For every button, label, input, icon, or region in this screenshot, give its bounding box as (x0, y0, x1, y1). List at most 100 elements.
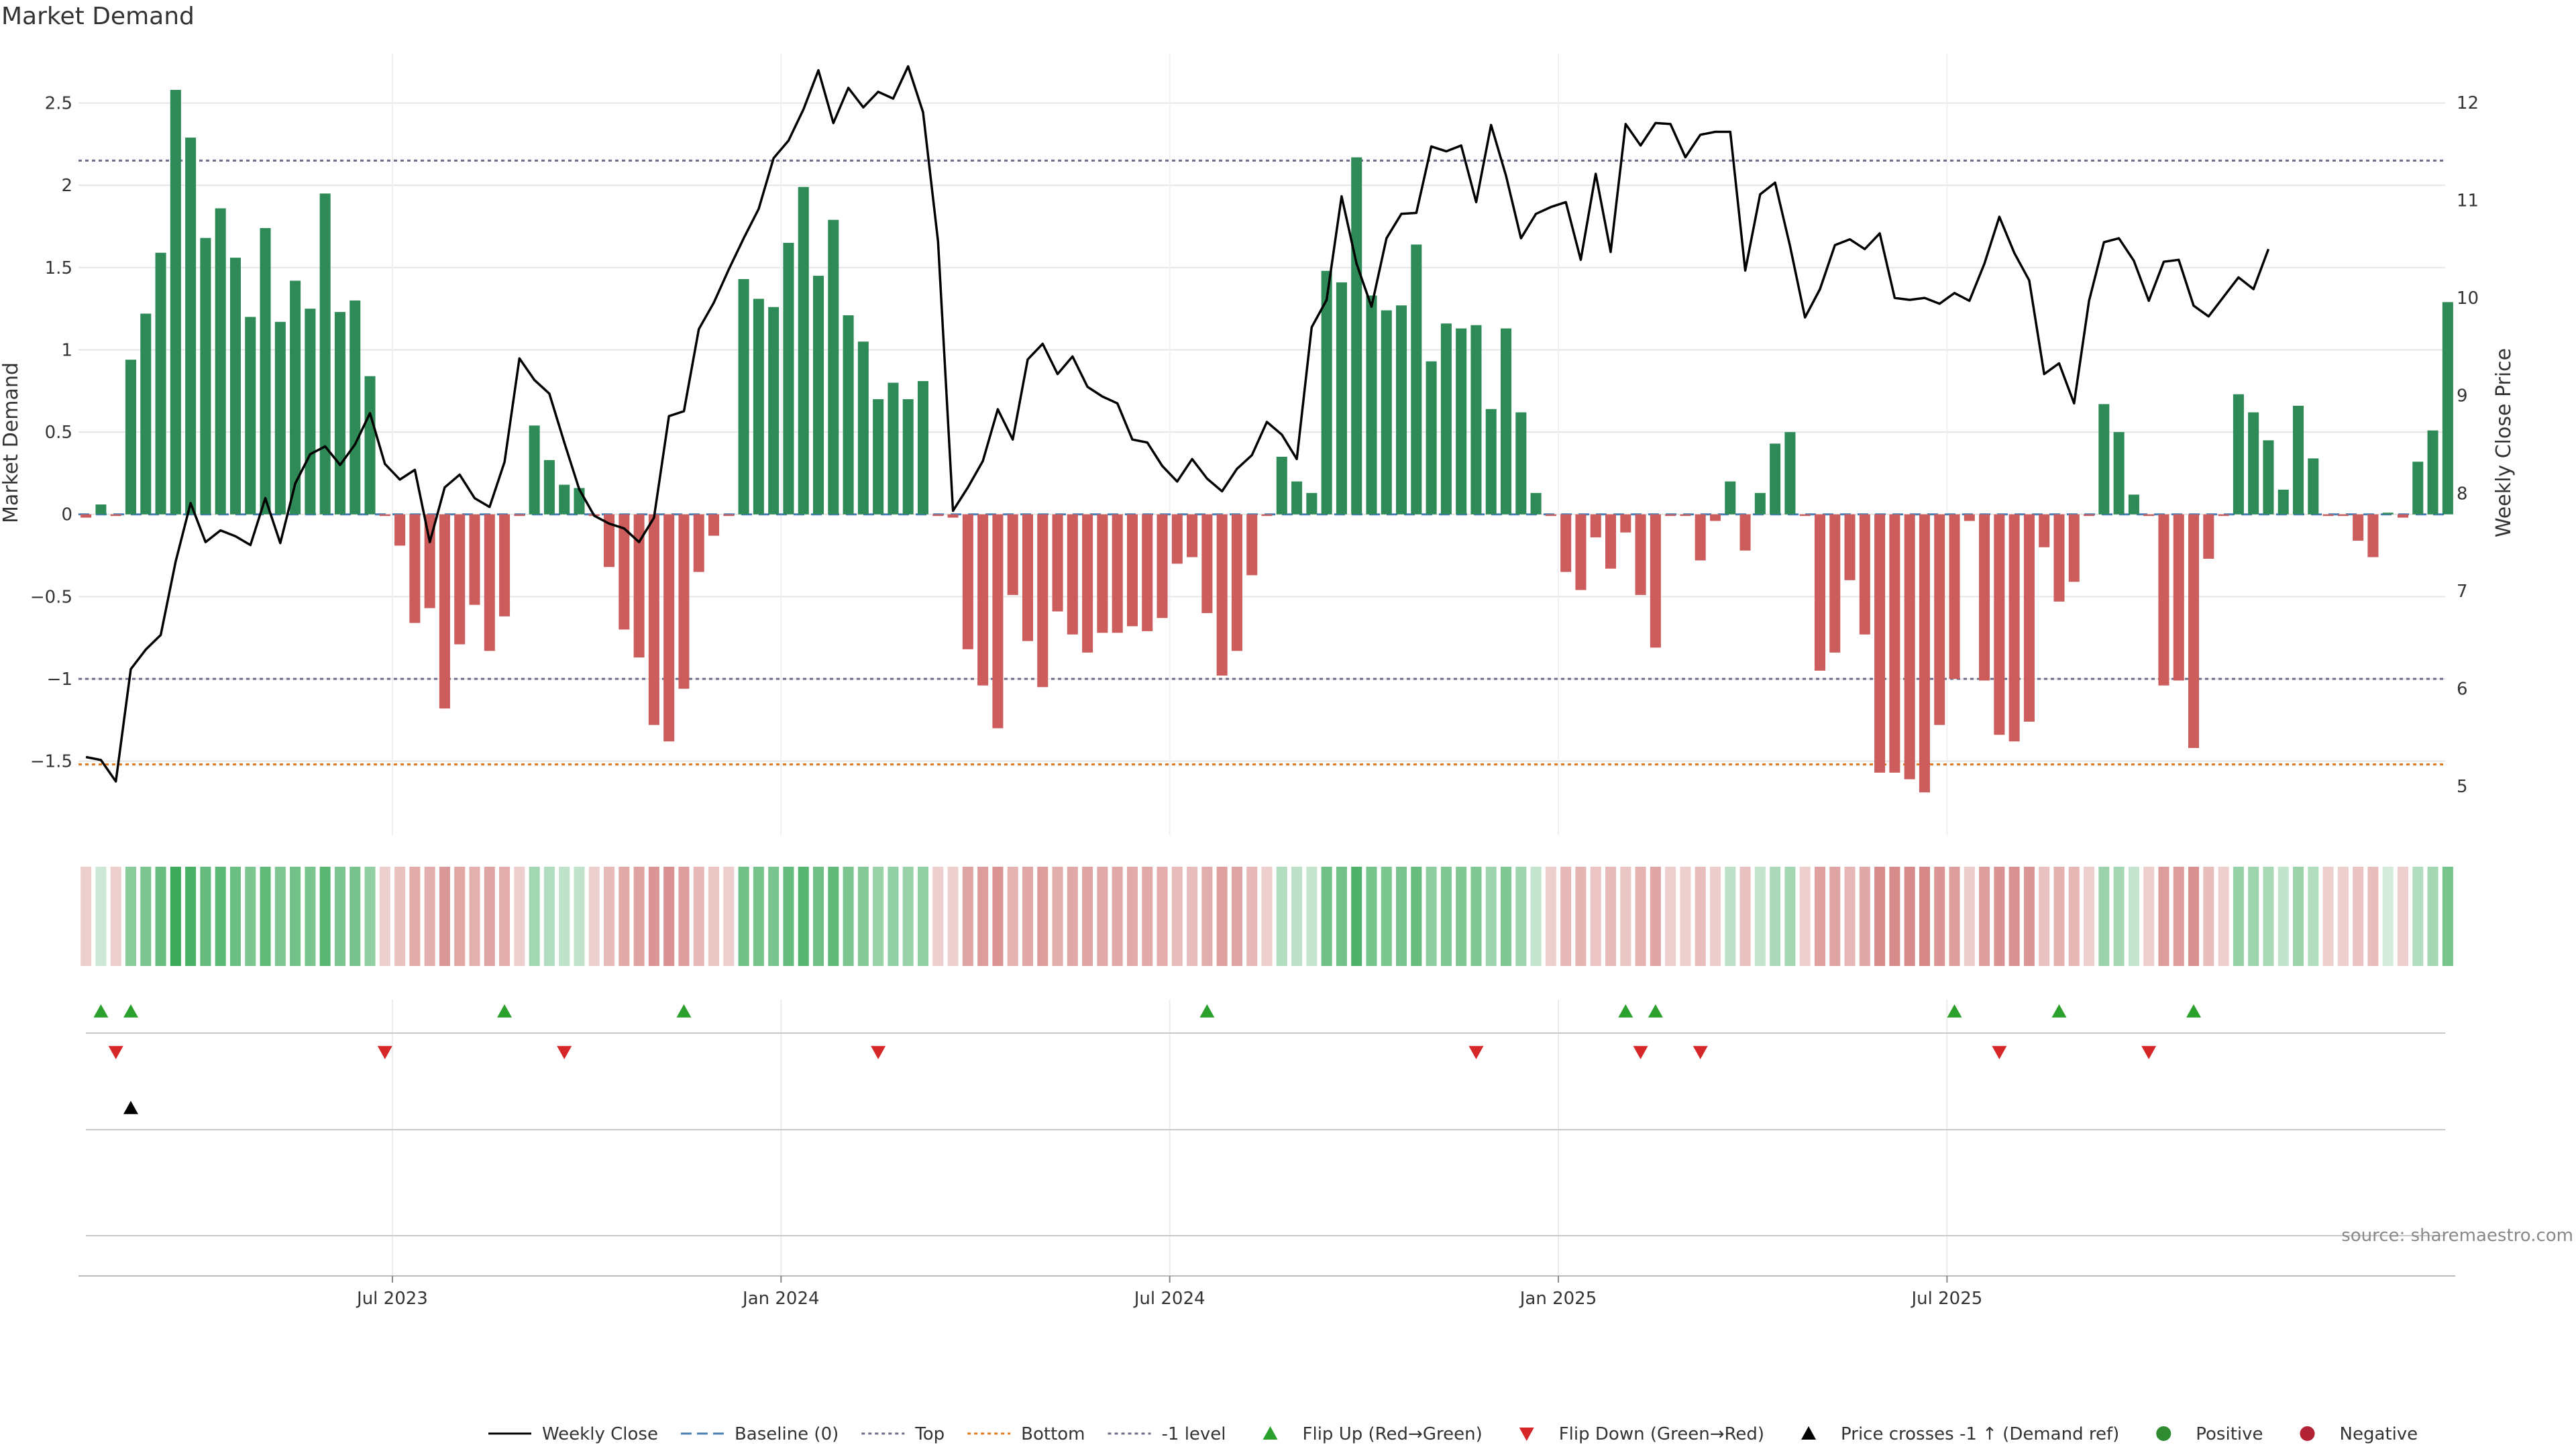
demand-bar (514, 514, 525, 517)
heat-cell (828, 867, 839, 966)
heat-cell (1067, 867, 1078, 966)
demand-bar (693, 514, 704, 572)
demand-bar (574, 488, 585, 515)
y-tick-label: 2.5 (45, 94, 72, 114)
heat-cell (1216, 867, 1228, 966)
demand-bar (633, 514, 645, 658)
demand-bar (1246, 514, 1258, 576)
y-tick-label: 2 (61, 176, 72, 196)
flip-down-marker (1633, 1046, 1648, 1059)
demand-bar (1171, 514, 1183, 564)
demand-bar (1052, 514, 1063, 612)
demand-bar (1605, 514, 1617, 569)
heat-cell (1844, 867, 1856, 966)
demand-bar (843, 315, 854, 515)
demand-bar (1784, 432, 1796, 515)
heat-cell (753, 867, 764, 966)
demand-bar (2113, 432, 2125, 515)
heat-cell (708, 867, 720, 966)
heat-cell (2068, 867, 2080, 966)
flip-down-marker (108, 1046, 123, 1059)
heat-cell (110, 867, 121, 966)
heat-cell (1501, 867, 1512, 966)
heat-cell (2427, 867, 2438, 966)
heat-cell (588, 867, 600, 966)
legend: Weekly Close Baseline (0) Top Bottom -1 leve… (488, 1424, 2418, 1444)
flip-up-marker (676, 1004, 692, 1018)
y-tick-label: 0.5 (45, 423, 72, 443)
demand-bar (1620, 514, 1631, 533)
heat-cell (1919, 867, 1930, 966)
demand-bar (2158, 514, 2169, 686)
flip-down-marker (1992, 1046, 2007, 1059)
demand-bar (454, 514, 466, 645)
demand-bar (1515, 412, 1527, 515)
y2-tick-label: 8 (2457, 484, 2468, 504)
y-axis-ticks: 2.5 2 1.5 1 0.5 0 −0.5 −1 −1.5 (30, 94, 72, 772)
heat-cell (1366, 867, 1377, 966)
demand-bar (1276, 456, 1287, 515)
reference-lines (78, 159, 2445, 766)
demand-bar (977, 514, 989, 686)
legend-item: -1 level (1108, 1424, 1226, 1444)
demand-bar (2143, 514, 2155, 517)
demand-bar (1470, 325, 1482, 515)
demand-bar (1321, 270, 1332, 515)
demand-bar (798, 186, 809, 515)
heat-cell (1246, 867, 1258, 966)
demand-bar (1157, 514, 1168, 619)
demand-bar (1231, 514, 1242, 651)
heat-cell (200, 867, 211, 966)
demand-bar (274, 321, 286, 515)
demand-bar (1501, 328, 1512, 515)
demand-heat-strip (80, 867, 2453, 966)
demand-bar (1560, 514, 1572, 572)
price-cross-marker (123, 1101, 138, 1114)
demand-bar (888, 382, 899, 515)
legend-label: Negative (2340, 1424, 2418, 1444)
heat-cell (1157, 867, 1168, 966)
demand-bar (1575, 514, 1587, 590)
heat-cell (2173, 867, 2184, 966)
heat-cell (2084, 867, 2095, 966)
heat-cell (439, 867, 450, 966)
y-tick-label: 1.5 (45, 258, 72, 278)
heat-cell (1381, 867, 1392, 966)
heat-cell (888, 867, 899, 966)
demand-bar (1351, 157, 1362, 515)
heat-cell (1126, 867, 1138, 966)
heat-cell (2233, 867, 2244, 966)
demand-bar (1082, 514, 1093, 653)
heat-cell (1231, 867, 1242, 966)
heat-cell (529, 867, 540, 966)
heat-cell (2039, 867, 2050, 966)
heat-cell (469, 867, 480, 966)
heat-cell (2293, 867, 2304, 966)
legend-label: Weekly Close (542, 1424, 658, 1444)
x-grid-lines (391, 54, 1948, 1281)
heat-cell (1097, 867, 1108, 966)
heat-cell (1859, 867, 1870, 966)
demand-bar (1126, 514, 1138, 627)
heat-cell (917, 867, 929, 966)
demand-bar (1411, 244, 1422, 515)
demand-bar (648, 514, 659, 725)
demand-bar (2084, 514, 2095, 517)
legend-swatch (1519, 1428, 1534, 1441)
demand-bar (1216, 514, 1228, 676)
heat-cell (693, 867, 704, 966)
demand-bar (992, 514, 1004, 729)
demand-bar (1964, 514, 1975, 521)
demand-bar (1979, 514, 1990, 681)
demand-bar (738, 279, 749, 515)
y-tick-label: −1 (47, 669, 72, 690)
x-tick-label: Jan 2024 (741, 1289, 820, 1309)
flip-down-marker (1468, 1046, 1484, 1059)
heat-cell (484, 867, 495, 966)
demand-bar (1067, 514, 1078, 635)
demand-bar (1874, 514, 1886, 773)
heat-cell (2277, 867, 2289, 966)
demand-bar (2008, 514, 2020, 742)
heat-cell (798, 867, 809, 966)
demand-bar (708, 514, 720, 536)
